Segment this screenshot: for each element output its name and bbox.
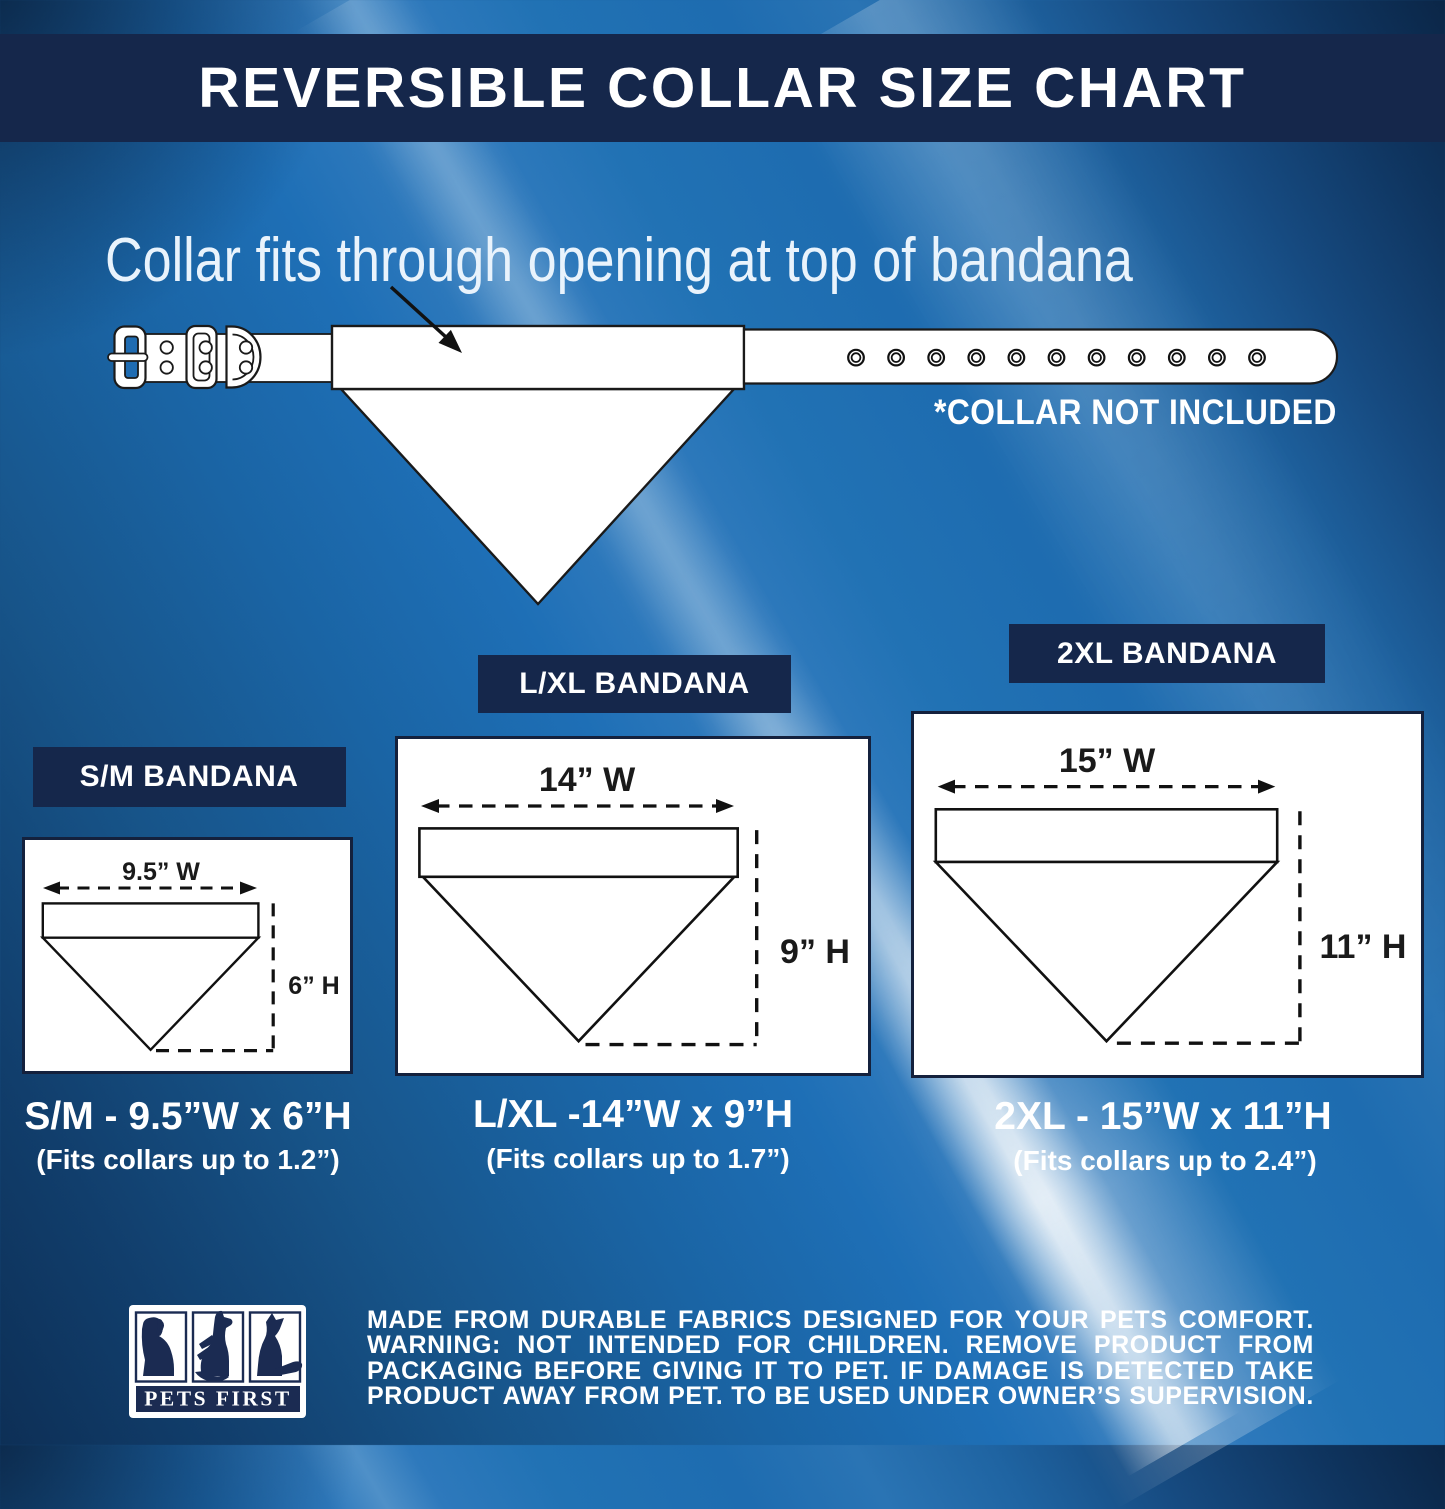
- svg-text:PETS FIRST: PETS FIRST: [144, 1387, 291, 1411]
